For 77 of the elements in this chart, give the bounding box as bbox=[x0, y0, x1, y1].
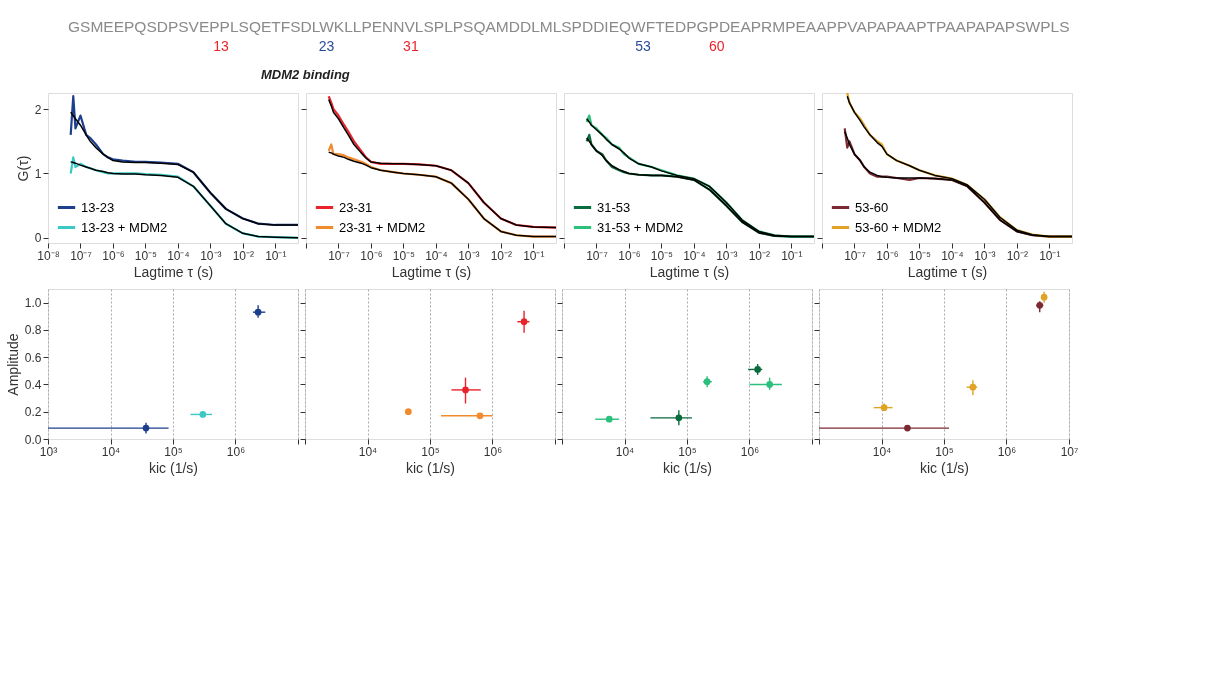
legend-label: 23-31 + MDM2 bbox=[339, 219, 426, 235]
x-tick-label: 10⁻⁴ bbox=[167, 248, 190, 263]
y-axis-title: Amplitude bbox=[4, 333, 21, 396]
x-tick-label: 10⁻⁴ bbox=[683, 248, 706, 263]
y-tick-label: 0.4 bbox=[24, 377, 42, 392]
x-tick-label: 10⁻¹ bbox=[1039, 248, 1061, 263]
x-tick-label: 10⁻⁵ bbox=[908, 248, 932, 263]
x-tick-label: 10⁴ bbox=[358, 444, 378, 459]
x-tick-label: 10⁻¹ bbox=[781, 248, 803, 263]
x-axis-title: kic (1/s) bbox=[663, 459, 712, 476]
x-axis-title: Lagtime τ (s) bbox=[391, 263, 472, 280]
x-tick-label: 10⁴ bbox=[872, 444, 892, 459]
legend-label: 53-60 + MDM2 bbox=[855, 219, 942, 235]
y-tick-label: 0.8 bbox=[24, 323, 42, 338]
y-tick-label: 0.2 bbox=[24, 405, 42, 420]
y-tick-label: 0 bbox=[34, 231, 42, 246]
y-tick-label: 1 bbox=[34, 166, 42, 181]
text: 13 bbox=[213, 38, 229, 54]
x-tick-label: 10⁻⁷ bbox=[70, 248, 92, 263]
text: 23 bbox=[318, 38, 335, 54]
x-tick-label: 10⁻⁴ bbox=[941, 248, 964, 263]
y-axis-title: G(τ) bbox=[14, 155, 31, 182]
x-tick-label: 10⁻⁷ bbox=[328, 248, 350, 263]
text: 53 bbox=[635, 38, 651, 54]
x-tick-label: 10⁴ bbox=[615, 444, 635, 459]
x-axis-title: kic (1/s) bbox=[920, 459, 969, 476]
text: 31 bbox=[403, 38, 419, 54]
x-tick-label: 10⁶ bbox=[740, 444, 760, 459]
x-tick-label: 10⁻⁵ bbox=[134, 248, 158, 263]
x-tick-label: 10⁻² bbox=[232, 248, 255, 263]
x-tick-label: 10⁻³ bbox=[716, 248, 738, 263]
x-tick-label: 10⁻⁶ bbox=[102, 248, 125, 263]
y-tick-label: 1.0 bbox=[24, 296, 42, 311]
text: 60 bbox=[709, 38, 725, 54]
x-axis-title: Lagtime τ (s) bbox=[133, 263, 214, 280]
legend-label: 23-31 bbox=[339, 199, 373, 215]
text: GSMEEPQSDPSVEPPLSQETFSDLWKLLPENNVLSPLPSQAMDDLMLSPDDIEQWFTEDPGPDEAPRMPEAAPPVAPAPAAPTPAAPAPAPSWPLS bbox=[68, 18, 1070, 35]
x-tick-label: 10⁻³ bbox=[458, 248, 480, 263]
x-tick-label: 10⁻¹ bbox=[265, 248, 287, 263]
x-axis-title: kic (1/s) bbox=[406, 459, 455, 476]
x-tick-label: 10⁵ bbox=[164, 444, 183, 459]
legend-label: 31-53 + MDM2 bbox=[597, 219, 684, 235]
x-tick-label: 10³ bbox=[39, 444, 58, 459]
x-tick-label: 10⁻⁷ bbox=[844, 248, 866, 263]
x-tick-label: 10⁻⁵ bbox=[392, 248, 416, 263]
x-axis-title: Lagtime τ (s) bbox=[907, 263, 988, 280]
x-tick-label: 10⁻¹ bbox=[523, 248, 545, 263]
x-tick-label: 10⁵ bbox=[935, 444, 954, 459]
text: MDM2 binding bbox=[260, 67, 350, 82]
x-tick-label: 10⁻⁷ bbox=[586, 248, 608, 263]
x-tick-label: 10⁻² bbox=[1006, 248, 1029, 263]
legend-label: 53-60 bbox=[855, 199, 889, 215]
x-tick-label: 10⁵ bbox=[678, 444, 697, 459]
x-tick-label: 10⁻⁵ bbox=[650, 248, 674, 263]
y-tick-label: 0.0 bbox=[24, 432, 42, 447]
x-tick-label: 10⁻² bbox=[490, 248, 513, 263]
x-tick-label: 10⁻² bbox=[748, 248, 771, 263]
y-tick-label: 0.6 bbox=[24, 350, 42, 365]
x-tick-label: 10⁻⁶ bbox=[360, 248, 383, 263]
legend-label: 13-23 + MDM2 bbox=[81, 219, 168, 235]
x-tick-label: 10⁻³ bbox=[200, 248, 222, 263]
x-tick-label: 10⁻⁸ bbox=[37, 248, 60, 263]
x-tick-label: 10⁵ bbox=[421, 444, 440, 459]
x-tick-label: 10⁶ bbox=[997, 444, 1017, 459]
x-tick-label: 10⁴ bbox=[101, 444, 121, 459]
x-tick-label: 10⁻⁶ bbox=[876, 248, 899, 263]
legend-label: 13-23 bbox=[81, 199, 115, 215]
x-tick-label: 10⁻³ bbox=[974, 248, 996, 263]
x-tick-label: 10⁻⁶ bbox=[618, 248, 641, 263]
y-tick-label: 2 bbox=[34, 102, 42, 117]
x-axis-title: Lagtime τ (s) bbox=[649, 263, 730, 280]
x-tick-label: 10⁶ bbox=[226, 444, 246, 459]
x-axis-title: kic (1/s) bbox=[149, 459, 198, 476]
x-tick-label: 10⁻⁴ bbox=[425, 248, 448, 263]
x-tick-label: 10⁶ bbox=[483, 444, 503, 459]
x-tick-label: 10⁷ bbox=[1060, 444, 1079, 459]
legend-label: 31-53 bbox=[597, 199, 631, 215]
